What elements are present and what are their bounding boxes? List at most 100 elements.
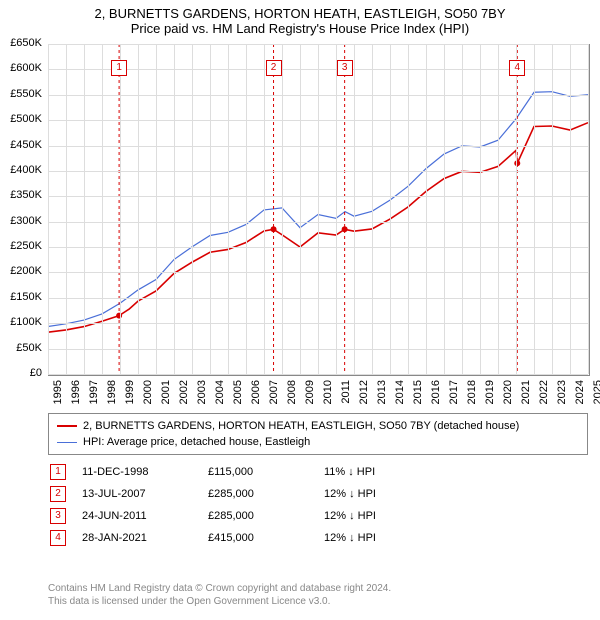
transactions-table: 111-DEC-1998£115,00011% ↓ HPI213-JUL-200… <box>48 460 392 550</box>
transaction-marker: 3 <box>50 508 66 524</box>
y-tick-label: £200K <box>0 265 42 277</box>
x-tick-label: 2016 <box>430 380 442 410</box>
x-tick-label: 2014 <box>394 380 406 410</box>
y-tick-label: £350K <box>0 189 42 201</box>
attribution-line2: This data is licensed under the Open Gov… <box>48 595 391 608</box>
gridline-v <box>516 44 517 374</box>
gridline-v <box>426 44 427 374</box>
x-tick-label: 2023 <box>556 380 568 410</box>
gridline-v <box>498 44 499 374</box>
x-tick-label: 2008 <box>286 380 298 410</box>
transaction-date: 24-JUN-2011 <box>82 506 206 526</box>
y-tick-label: £100K <box>0 316 42 328</box>
y-tick-label: £300K <box>0 215 42 227</box>
transaction-marker: 4 <box>50 530 66 546</box>
x-tick-label: 2002 <box>178 380 190 410</box>
marker-point-2 <box>271 226 277 232</box>
legend-label: HPI: Average price, detached house, East… <box>83 436 310 448</box>
transaction-delta: 11% ↓ HPI <box>324 462 390 482</box>
table-row: 111-DEC-1998£115,00011% ↓ HPI <box>50 462 390 482</box>
transaction-date: 11-DEC-1998 <box>82 462 206 482</box>
gridline-v <box>480 44 481 374</box>
transaction-date: 13-JUL-2007 <box>82 484 206 504</box>
x-tick-label: 2025 <box>592 380 600 410</box>
gridline-v <box>156 44 157 374</box>
x-tick-label: 2010 <box>322 380 334 410</box>
marker-label-3: 3 <box>337 60 353 76</box>
gridline-v <box>228 44 229 374</box>
y-tick-label: £400K <box>0 164 42 176</box>
y-tick-label: £550K <box>0 88 42 100</box>
y-tick-label: £250K <box>0 240 42 252</box>
gridline-v <box>282 44 283 374</box>
y-tick-label: £150K <box>0 291 42 303</box>
transaction-price: £415,000 <box>208 528 322 548</box>
x-tick-label: 2018 <box>466 380 478 410</box>
transaction-delta: 12% ↓ HPI <box>324 506 390 526</box>
gridline-v <box>318 44 319 374</box>
gridline-v <box>246 44 247 374</box>
table-row: 428-JAN-2021£415,00012% ↓ HPI <box>50 528 390 548</box>
gridline-v <box>390 44 391 374</box>
gridline-v <box>534 44 535 374</box>
x-tick-label: 2003 <box>196 380 208 410</box>
table-row: 3 24-JUN-2011£285,00012% ↓ HPI <box>50 506 390 526</box>
x-tick-label: 2004 <box>214 380 226 410</box>
table-row: 213-JUL-2007£285,00012% ↓ HPI <box>50 484 390 504</box>
gridline-v <box>66 44 67 374</box>
gridline-v <box>210 44 211 374</box>
y-tick-label: £650K <box>0 37 42 49</box>
gridline-v <box>174 44 175 374</box>
gridline-v <box>264 44 265 374</box>
attribution-line1: Contains HM Land Registry data © Crown c… <box>48 582 391 595</box>
x-tick-label: 2011 <box>340 380 352 410</box>
gridline-v <box>462 44 463 374</box>
x-tick-label: 2019 <box>484 380 496 410</box>
transaction-price: £285,000 <box>208 484 322 504</box>
x-tick-label: 2005 <box>232 380 244 410</box>
x-tick-label: 1997 <box>88 380 100 410</box>
gridline-v <box>552 44 553 374</box>
x-tick-label: 2020 <box>502 380 514 410</box>
legend-label: 2, BURNETTS GARDENS, HORTON HEATH, EASTL… <box>83 420 519 432</box>
gridline-v <box>444 44 445 374</box>
gridline-v <box>588 44 589 374</box>
x-tick-label: 2017 <box>448 380 460 410</box>
gridline-v <box>336 44 337 374</box>
x-tick-label: 2021 <box>520 380 532 410</box>
x-tick-label: 2022 <box>538 380 550 410</box>
x-tick-label: 1998 <box>106 380 118 410</box>
y-tick-label: £450K <box>0 139 42 151</box>
transaction-price: £285,000 <box>208 506 322 526</box>
x-tick-label: 2000 <box>142 380 154 410</box>
legend-row: 2, BURNETTS GARDENS, HORTON HEATH, EASTL… <box>57 418 579 434</box>
marker-point-3 <box>342 226 348 232</box>
gridline-v <box>102 44 103 374</box>
legend-row: HPI: Average price, detached house, East… <box>57 434 579 450</box>
x-tick-label: 1995 <box>52 380 64 410</box>
legend-swatch <box>57 442 77 443</box>
legend: 2, BURNETTS GARDENS, HORTON HEATH, EASTL… <box>48 413 588 455</box>
transaction-date: 28-JAN-2021 <box>82 528 206 548</box>
chart-container: 2, BURNETTS GARDENS, HORTON HEATH, EASTL… <box>0 0 600 620</box>
attribution: Contains HM Land Registry data © Crown c… <box>48 582 391 608</box>
gridline-v <box>138 44 139 374</box>
x-tick-label: 2009 <box>304 380 316 410</box>
marker-label-1: 1 <box>111 60 127 76</box>
y-tick-label: £0 <box>0 367 42 379</box>
gridline-v <box>570 44 571 374</box>
x-tick-label: 1996 <box>70 380 82 410</box>
y-tick-label: £600K <box>0 62 42 74</box>
gridline-v <box>192 44 193 374</box>
x-tick-label: 2001 <box>160 380 172 410</box>
y-tick-label: £500K <box>0 113 42 125</box>
x-tick-label: 2012 <box>358 380 370 410</box>
gridline-v <box>408 44 409 374</box>
gridline-v <box>120 44 121 374</box>
x-tick-label: 2007 <box>268 380 280 410</box>
gridline-h <box>48 374 588 375</box>
legend-swatch <box>57 425 77 427</box>
marker-label-2: 2 <box>266 60 282 76</box>
gridline-v <box>354 44 355 374</box>
transaction-marker: 1 <box>50 464 66 480</box>
